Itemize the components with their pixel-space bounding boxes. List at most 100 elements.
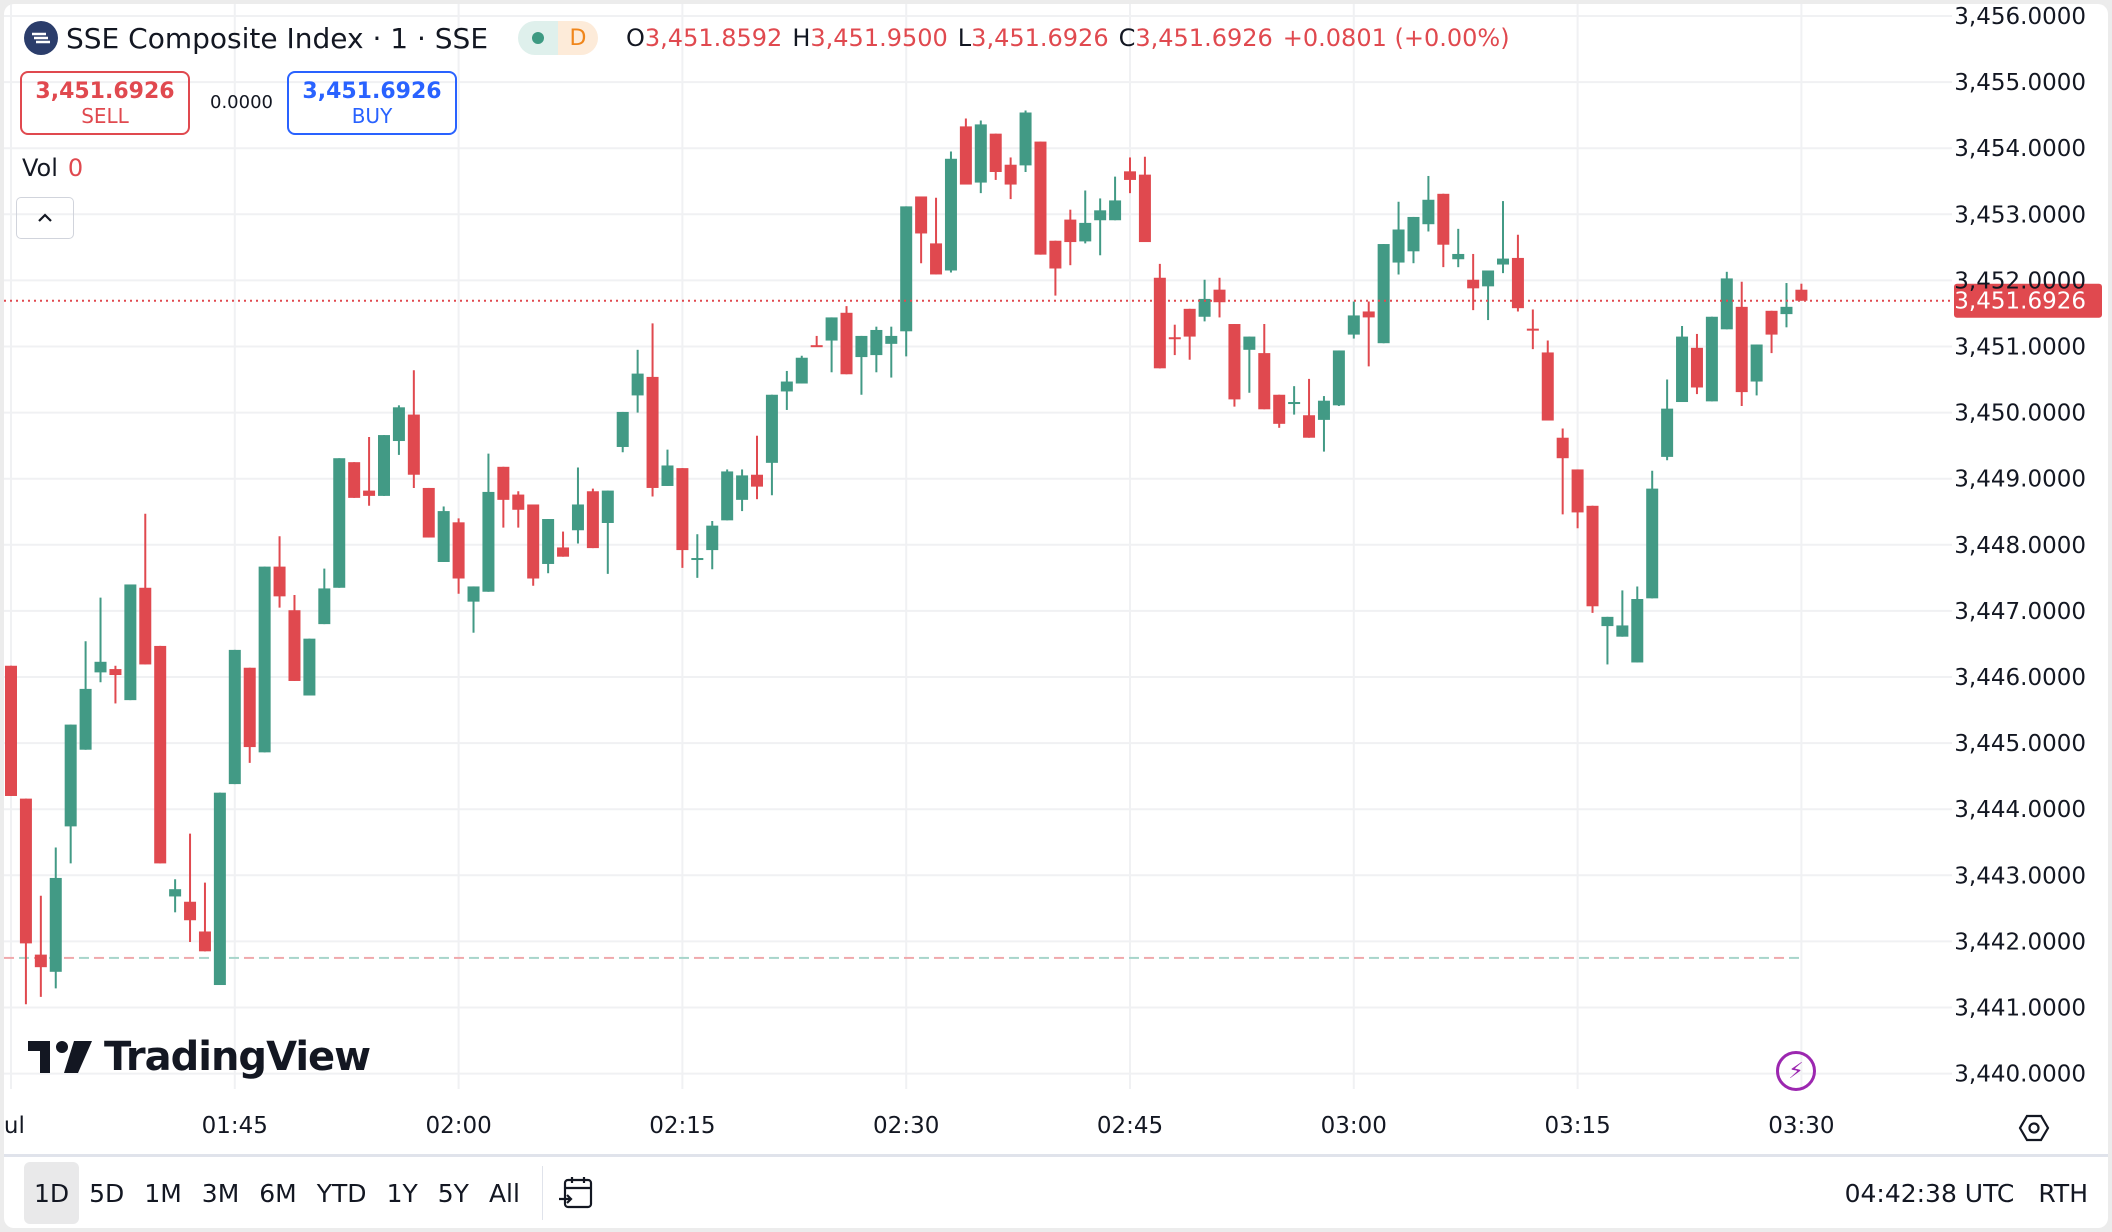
candle-up	[944, 151, 957, 273]
candle-body	[1586, 505, 1599, 607]
candle-up	[94, 597, 107, 683]
sse-logo-icon	[24, 21, 58, 55]
price-axis[interactable]: 3,440.0000 3,441.0000 3,442.0000 3,443.0000…	[1954, 4, 2086, 1088]
candle-body	[1317, 400, 1330, 420]
candle-up	[1243, 336, 1256, 393]
candle-up	[1676, 326, 1689, 403]
clock-timezone[interactable]: 04:42:38 UTC	[1844, 1178, 2015, 1208]
candle-down	[109, 665, 122, 704]
candle-body	[1661, 408, 1674, 457]
price-tick-label: 3,453.0000	[1954, 202, 2086, 228]
session-toggle[interactable]: RTH	[2038, 1178, 2088, 1208]
timeframe-5d[interactable]: 5D	[89, 1178, 125, 1208]
go-to-date-calendar-icon[interactable]	[557, 1175, 595, 1211]
symbol-title[interactable]: SSE Composite Index · 1 · SSE	[66, 21, 489, 55]
axis-settings-icon[interactable]	[2018, 1112, 2050, 1144]
timeframe-5y[interactable]: 5Y	[437, 1178, 469, 1208]
market-open-dot-icon	[518, 21, 559, 55]
candle-up	[691, 534, 704, 578]
candle-body	[974, 124, 987, 183]
timeframe-all[interactable]: All	[488, 1178, 520, 1208]
sell-button[interactable]: 3,451.6926 SELL	[20, 71, 190, 135]
tradingview-wordmark: TradingView	[104, 1034, 371, 1080]
candle-body	[1288, 402, 1301, 405]
price-tick-label: 3,456.0000	[1954, 4, 2086, 30]
candle-body	[691, 558, 704, 561]
ohlc-open: O3,451.8592	[626, 24, 783, 52]
timeframe-3m[interactable]: 3M	[201, 1178, 240, 1208]
candle-down	[646, 323, 659, 497]
market-status-badge[interactable]: D	[518, 21, 599, 55]
timeframe-1m[interactable]: 1M	[144, 1178, 182, 1208]
price-tick-label: 3,440.0000	[1954, 1062, 2086, 1088]
candle-down	[751, 435, 763, 500]
candle-body	[601, 490, 614, 523]
candle-body	[1243, 336, 1256, 350]
candle-down	[407, 370, 420, 488]
timeframe-1d[interactable]: 1D	[24, 1162, 80, 1224]
lightning-icon[interactable]: ⚡	[1776, 1051, 1816, 1091]
toolbar-separator	[541, 1166, 543, 1220]
candle-body	[646, 376, 659, 488]
timeframe-1y[interactable]: 1Y	[386, 1178, 418, 1208]
candle-body	[989, 133, 1002, 172]
symbol-header: SSE Composite Index · 1 · SSE D O3,451.8…	[24, 18, 1510, 58]
candle-up	[1094, 198, 1107, 256]
candle-body	[959, 126, 972, 185]
candle-down	[422, 487, 435, 538]
candle-body	[706, 525, 719, 551]
chevron-up-icon	[38, 213, 52, 222]
candle-body	[1601, 616, 1614, 627]
candle-body	[1049, 240, 1062, 269]
candle-up	[378, 435, 390, 496]
candle-down	[810, 335, 823, 348]
candle-body	[1780, 306, 1793, 315]
time-axis[interactable]: Jul 01:45 02:00 02:15 02:30 02:45 03:00 03:15 03…	[4, 1113, 1835, 1139]
candle-body	[1213, 289, 1226, 303]
candle-down	[1168, 324, 1181, 356]
collapse-legend-button[interactable]	[16, 197, 74, 239]
candle-body	[79, 688, 92, 750]
candle-up	[825, 317, 838, 373]
candle-up	[900, 206, 913, 357]
candle-down	[930, 197, 943, 275]
candle-body	[825, 317, 838, 341]
price-tick-label: 3,449.0000	[1954, 467, 2086, 493]
candle-down	[19, 798, 32, 1005]
candlestick-chart[interactable]: 3,451.6926 3,440.0000 3,441.0000 3,442.000…	[4, 4, 2108, 1154]
candle-body	[318, 588, 331, 625]
candle-down	[1467, 253, 1480, 311]
candle-up	[437, 506, 450, 562]
timeframe-6m[interactable]: 6M	[259, 1178, 297, 1208]
candle-down	[1004, 157, 1017, 200]
candle-body	[1631, 599, 1644, 663]
candle-down	[1258, 324, 1271, 410]
candles	[5, 110, 1808, 1005]
buy-button[interactable]: 3,451.6926 BUY	[287, 71, 457, 135]
candle-body	[1228, 324, 1241, 400]
candle-body	[586, 491, 599, 549]
candle-body	[1303, 415, 1316, 438]
candle-body	[288, 610, 301, 681]
candle-down	[497, 466, 510, 528]
candle-body	[1332, 350, 1345, 406]
price-tick-label: 3,455.0000	[1954, 70, 2086, 96]
candle-body	[1526, 328, 1539, 331]
price-tick-label: 3,448.0000	[1954, 533, 2086, 559]
candle-body	[1482, 270, 1495, 287]
candle-up	[333, 458, 346, 588]
tradingview-logo-icon	[28, 1041, 92, 1073]
candle-body	[855, 335, 868, 358]
candle-body	[1124, 171, 1136, 180]
tradingview-watermark[interactable]: TradingView	[28, 1034, 371, 1080]
timeframe-ytd[interactable]: YTD	[316, 1178, 367, 1208]
candle-up	[49, 847, 62, 989]
candle-down	[1795, 283, 1808, 301]
candle-down	[1138, 156, 1151, 243]
candle-down	[1511, 234, 1524, 312]
data-delay-letter: D	[558, 21, 599, 55]
price-tick-label: 3,447.0000	[1954, 599, 2086, 625]
candle-body	[184, 901, 197, 921]
ohlc-low: L3,451.6926	[957, 24, 1109, 52]
candle-up	[1601, 616, 1614, 665]
